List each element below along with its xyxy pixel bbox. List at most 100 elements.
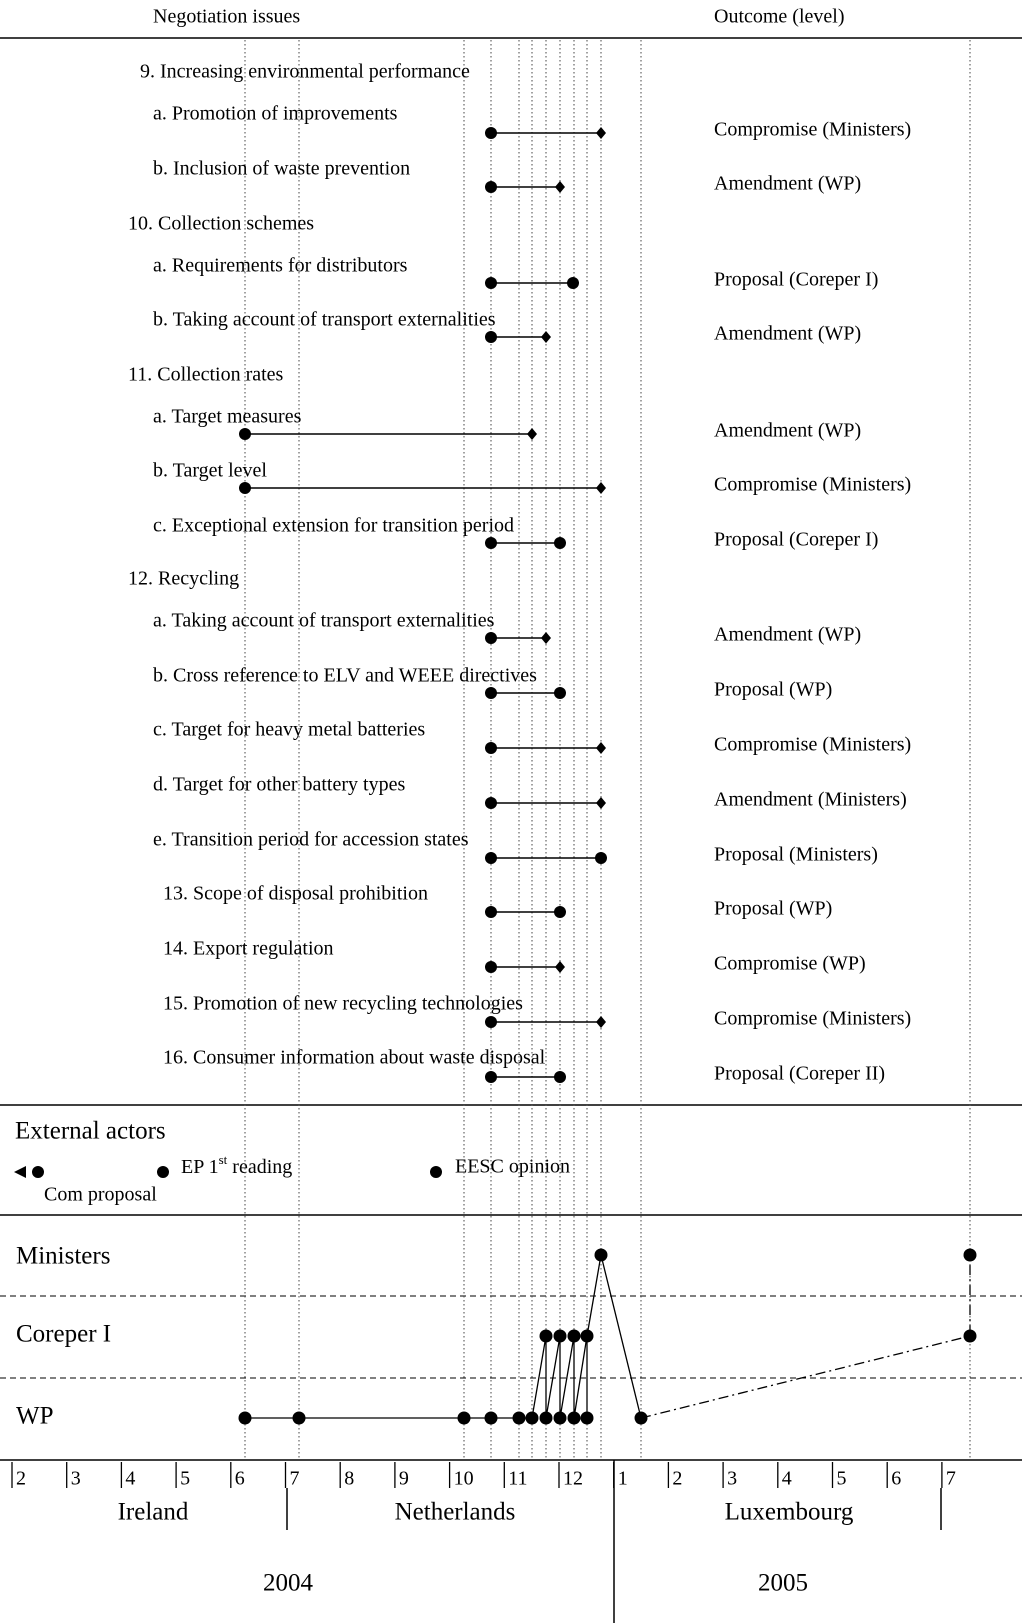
presidency-label: Netherlands [395,1499,516,1526]
issue-label: 15. Promotion of new recycling technolog… [163,993,523,1015]
issue-label: 16. Consumer information about waste dis… [163,1047,546,1069]
level-label: Ministers [16,1243,110,1270]
issue-label: b. Cross reference to ELV and WEEE direc… [153,665,537,687]
month-label: 5 [180,1468,190,1490]
start-dot [485,632,497,644]
issue-label: 10. Collection schemes [128,213,314,235]
outcome-label: Proposal (WP) [714,679,832,701]
outcome-label: Amendment (Ministers) [714,789,907,811]
start-dot [239,428,251,440]
ep-reading: EP 1st reading [181,1152,292,1178]
month-label: 2 [16,1468,26,1490]
ep-b: reading [227,1156,292,1178]
process-dot [634,1411,648,1425]
outcome-label: Amendment (WP) [714,624,861,646]
issue-label: a. Target measures [153,406,302,428]
outcome-label: Proposal (Ministers) [714,844,878,866]
month-label: 10 [454,1468,474,1490]
process-dot [457,1411,471,1425]
end-diamond [555,181,565,193]
ep-a: EP 1 [181,1156,219,1178]
month-label: 3 [71,1468,81,1490]
outcome-label: Compromise (Ministers) [714,734,911,756]
issue-label: b. Taking account of transport externali… [153,309,496,331]
process-dot [539,1411,553,1425]
process-dot [963,1248,977,1262]
issue-label: b. Inclusion of waste prevention [153,158,410,180]
com-dot [32,1166,44,1178]
outcome-label: Compromise (Ministers) [714,1008,911,1030]
issue-label: 12. Recycling [128,568,239,590]
month-label: 12 [563,1468,583,1490]
process-dot [553,1329,567,1343]
outcome-label: Compromise (WP) [714,953,866,975]
outcome-label: Proposal (Coreper II) [714,1063,885,1085]
issue-label: c. Exceptional extension for transition … [153,515,514,537]
start-dot [485,852,497,864]
end-dot [554,906,566,918]
process-dot [567,1329,581,1343]
start-dot [239,482,251,494]
process-dot [539,1329,553,1343]
outcome-label: Amendment (WP) [714,173,861,195]
month-label: 5 [837,1468,847,1490]
start-dot [485,331,497,343]
start-dot [485,537,497,549]
issue-label: 14. Export regulation [163,938,334,960]
end-dot [554,1071,566,1083]
process-dot [512,1411,526,1425]
month-label: 4 [782,1468,792,1490]
process-dot [484,1411,498,1425]
arrow-head [14,1166,26,1178]
month-label: 9 [399,1468,409,1490]
end-diamond [596,1016,606,1028]
outcome-label: Compromise (Ministers) [714,119,911,141]
process-later [640,1255,971,1419]
month-label: 7 [946,1468,956,1490]
process-dot [963,1329,977,1343]
process-dot [580,1329,594,1343]
year-label: 2005 [758,1570,808,1597]
com-proposal: Com proposal [44,1184,157,1206]
issue-label: c. Target for heavy metal batteries [153,719,425,741]
process-dot [238,1411,252,1425]
process-dot [567,1411,581,1425]
end-dot [595,852,607,864]
issues-heading: Negotiation issues [153,6,300,28]
start-dot [485,127,497,139]
end-diamond [527,428,537,440]
start-dot [485,961,497,973]
issue-label: a. Promotion of improvements [153,103,398,125]
level-label: Coreper I [16,1321,111,1348]
process-dot [553,1411,567,1425]
outcome-label: Proposal (Coreper I) [714,269,878,291]
ep-sup: st [219,1152,228,1167]
issue-label: 11. Collection rates [128,364,284,386]
outcome-label: Amendment (WP) [714,323,861,345]
outcome-label: Amendment (WP) [714,420,861,442]
external-actors-title: External actors [15,1118,166,1145]
outcome-heading: Outcome (level) [714,6,845,28]
start-dot [485,1071,497,1083]
issue-label: 9. Increasing environmental performance [140,61,470,83]
outcome-label: Proposal (Coreper I) [714,529,878,551]
process-dot [525,1411,539,1425]
start-dot [485,1016,497,1028]
issue-label: e. Transition period for accession state… [153,829,469,851]
month-label: 2 [672,1468,682,1490]
issue-label: d. Target for other battery types [153,774,405,796]
end-diamond [541,331,551,343]
end-diamond [555,961,565,973]
ep-dot [157,1166,169,1178]
presidency-label: Luxembourg [725,1499,854,1526]
end-diamond [596,742,606,754]
outcome-label: Compromise (Ministers) [714,474,911,496]
process-dot [580,1411,594,1425]
month-label: 8 [344,1468,354,1490]
start-dot [485,181,497,193]
issue-label: a. Taking account of transport externali… [153,610,495,632]
presidency-label: Ireland [118,1499,189,1526]
start-dot [485,797,497,809]
issue-label: 13. Scope of disposal prohibition [163,883,428,905]
